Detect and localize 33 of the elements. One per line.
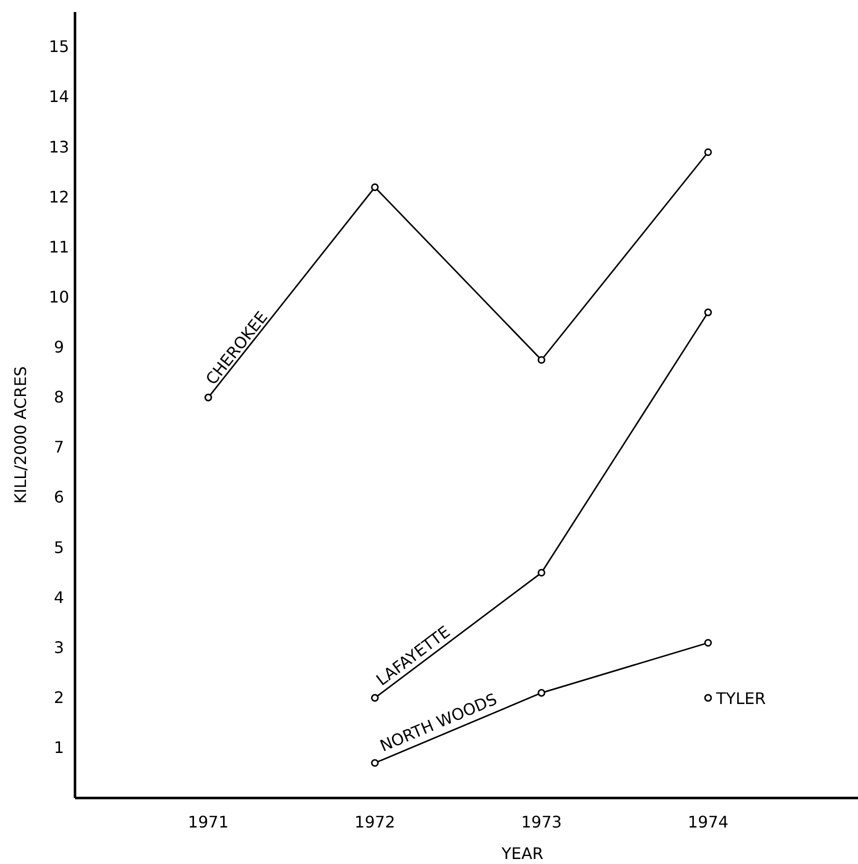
point (371, 759, 379, 767)
y-tick-label: 10 (48, 287, 70, 306)
y-tick-label: 3 (54, 638, 64, 657)
y-tick-label: 4 (54, 588, 64, 607)
x-tick-label: 1972 (354, 812, 396, 832)
y-tick-label: 14 (48, 87, 70, 106)
point (538, 356, 546, 364)
point (371, 183, 379, 192)
point (538, 568, 546, 577)
x-tick-label: 1971 (188, 812, 229, 832)
point (538, 689, 546, 697)
point (704, 638, 712, 647)
y-tick-label: 7 (54, 438, 64, 457)
point (204, 394, 212, 402)
y-tick-label: 1 (54, 738, 64, 758)
y-tick-label: 15 (48, 37, 70, 56)
x-tick-label: 1974 (688, 812, 728, 832)
x-axis-title: YEAR (500, 844, 544, 863)
point (704, 694, 712, 702)
x-tick-label: 1973 (521, 812, 562, 832)
series-label: TYLER (715, 688, 766, 708)
y-tick-label: 9 (54, 338, 64, 357)
point (371, 694, 379, 702)
y-axis-title: KILL/2000 ACRES (11, 366, 30, 504)
y-tick-label: 8 (54, 388, 64, 407)
y-tick-label: 11 (48, 237, 70, 256)
point (704, 148, 712, 156)
y-tick-label: 6 (54, 488, 64, 507)
point (704, 308, 712, 316)
y-tick-label: 5 (54, 538, 64, 557)
y-tick-label: 2 (54, 688, 64, 707)
y-tick-label: 12 (48, 187, 70, 206)
y-tick-label: 13 (48, 137, 70, 156)
